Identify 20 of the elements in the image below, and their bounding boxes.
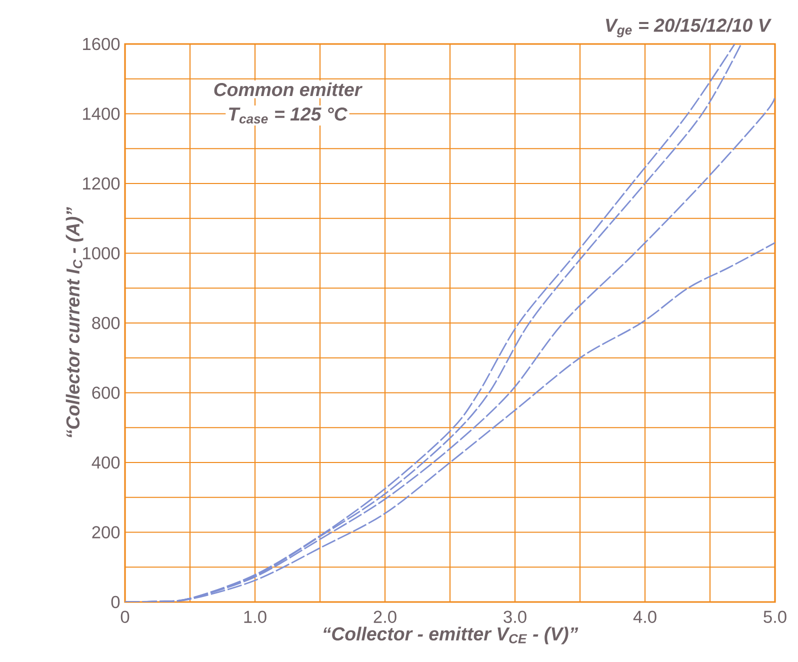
y-tick-label: 0 (111, 596, 120, 608)
y-tick-label: 400 (92, 456, 120, 469)
y-axis-title: “Collector current I$_{C}$ - (A)” (66, 207, 84, 438)
annotation: T$_{case}$ = 125 °C (228, 107, 348, 124)
y-tick-label: 1400 (83, 108, 120, 120)
x-tick-label: 1.0 (244, 610, 266, 623)
x-axis-title: “Collector - emitter V$_{CE}$ - (V)” (324, 626, 578, 644)
y-tick-label: 1000 (83, 247, 120, 260)
y-tick-label: 1200 (83, 177, 120, 190)
y-tick-label: 1600 (83, 38, 120, 50)
x-tick-label: 2.0 (374, 610, 396, 623)
x-tick-label: 0 (120, 610, 130, 623)
x-tick-label: 3.0 (504, 610, 526, 623)
y-tick-label: 600 (92, 386, 120, 399)
text: V$_{ge}$ = 20/15/12/10 V (606, 18, 772, 38)
y-tick-label: 200 (92, 526, 120, 538)
x-tick-label: 5.0 (764, 610, 786, 623)
x-tick-label: 4.0 (633, 610, 656, 623)
annotation: Common emitter (214, 82, 362, 96)
y-tick-label: 800 (92, 316, 120, 330)
